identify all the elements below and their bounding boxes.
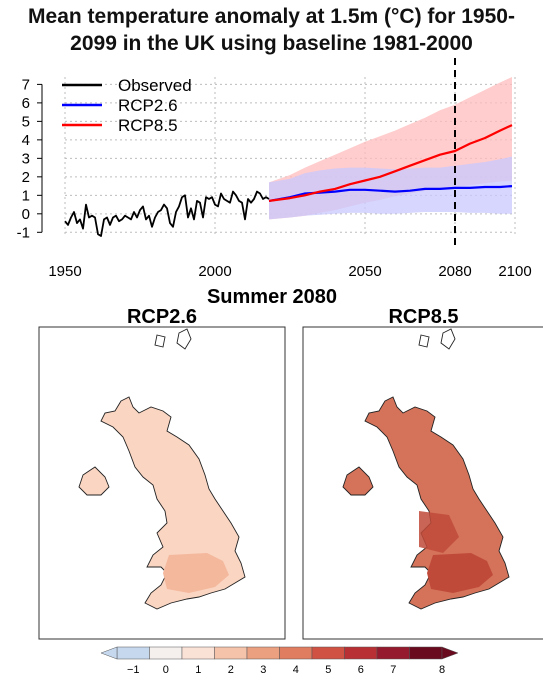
x-tick-label: 2100: [498, 263, 531, 280]
x-tick-label: 2080: [438, 263, 471, 280]
colorbar: −1 0 1 2 3 4 5 6 7 8: [100, 646, 459, 676]
colorbar-swatch: [279, 646, 313, 660]
y-tick-label: 2: [22, 169, 30, 186]
y-tick-label: 4: [22, 132, 30, 149]
rcp85-series-line: [268, 124, 513, 202]
colorbar-swatch: [181, 646, 215, 660]
colorbar-high-arrow: [441, 646, 459, 660]
map-panel-rcp26: RCP2.6: [38, 306, 286, 640]
map-panel-title: RCP8.5: [388, 306, 458, 328]
chart-title-line-2: 2099 in the UK using baseline 1981-2000: [70, 32, 473, 55]
colorbar-tick-label: 6: [358, 664, 364, 676]
colorbar-swatch: [116, 646, 150, 660]
northern-ireland-landmass: [342, 466, 374, 496]
colorbar-swatch: [376, 646, 410, 660]
observed-series-line: [64, 190, 270, 237]
colorbar-tick-label: 0: [163, 664, 169, 676]
legend-label: RCP8.5: [118, 116, 178, 135]
map-panel-rcp85: RCP8.5: [302, 306, 543, 640]
colorbar-tick-label: 3: [260, 664, 266, 676]
legend-label: Observed: [118, 76, 192, 95]
y-tick-label: 0: [22, 206, 30, 223]
y-tick-label: -1: [17, 224, 30, 241]
maps-section-title: Summer 2080: [207, 286, 337, 308]
colorbar-swatch: [311, 646, 345, 660]
colorbar-tick-label: 8: [439, 664, 445, 676]
warmest-region: [427, 553, 493, 593]
northern-isles: [418, 328, 456, 350]
colorbar-low-arrow: [100, 646, 118, 660]
warmest-region: [163, 553, 229, 593]
colorbar-swatch: [246, 646, 280, 660]
y-tick-label: 6: [22, 95, 30, 112]
colorbar-swatch: [214, 646, 248, 660]
colorbar-tick-label: 1: [195, 664, 201, 676]
colorbar-swatch: [149, 646, 183, 660]
colorbar-swatch: [409, 646, 443, 660]
y-tick-label: 5: [22, 113, 30, 130]
colorbar-tick-label: 5: [325, 664, 331, 676]
y-axis: -10 12 34 56 7: [17, 76, 43, 241]
x-tick-label: 1950: [48, 263, 81, 280]
y-tick-label: 3: [22, 150, 30, 167]
northern-ireland-landmass: [78, 466, 110, 496]
colorbar-tick-label: −1: [127, 664, 140, 676]
y-tick-label: 1: [22, 187, 30, 204]
x-tick-label: 2050: [348, 263, 381, 280]
colorbar-swatch: [344, 646, 378, 660]
map-panel-title: RCP2.6: [127, 306, 197, 328]
y-tick-label: 7: [22, 76, 30, 93]
x-tick-label: 2000: [198, 263, 231, 280]
chart-title-line-1: Mean temperature anomaly at 1.5m (°C) fo…: [28, 5, 515, 28]
colorbar-tick-label: 2: [228, 664, 234, 676]
legend-label: RCP2.6: [118, 96, 178, 115]
colorbar-tick-label: 7: [390, 664, 396, 676]
rcp26-uncertainty-band: [269, 156, 512, 220]
warm-region-midlands: [419, 511, 459, 553]
colorbar-tick-label: 4: [293, 664, 299, 676]
northern-isles: [154, 328, 192, 350]
